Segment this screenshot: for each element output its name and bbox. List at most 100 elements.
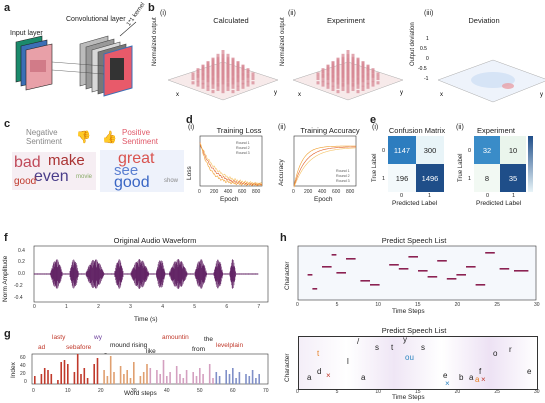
e1-ytick-1: 1 <box>382 176 386 182</box>
speech-xticks-2: 0 5 10 15 20 25 30 <box>296 389 540 395</box>
speech-xtick: 25 <box>494 302 500 308</box>
panel-d-sub1: (i) <box>188 124 195 131</box>
char-14: b <box>459 373 464 382</box>
speech-segment <box>437 260 447 262</box>
panel-b-sub3: (iii) <box>424 10 434 17</box>
index-bar <box>80 374 82 384</box>
negative-label: Negative Sentiment <box>26 128 63 146</box>
surface-bar <box>226 70 230 87</box>
pos-word-good: good <box>114 174 150 191</box>
index-bar <box>133 362 135 384</box>
surface-bar <box>211 90 215 94</box>
speech-segment <box>485 252 495 254</box>
accuracy-curve <box>293 146 356 187</box>
index-bar <box>129 378 132 384</box>
surface-bar <box>316 75 320 80</box>
panel-d-title1: Training Loss <box>216 126 262 135</box>
d1-ylabel: Loss <box>186 166 193 180</box>
speech-plot-2: a t d × l a / s t y ou s e × b a f a × o… <box>298 336 538 390</box>
speech-title-1: Predict Speech List <box>381 236 447 245</box>
speech-xtick: 5 <box>336 302 339 308</box>
accuracy-curve <box>293 147 356 188</box>
speech-xtick: 0 <box>296 389 299 395</box>
conv-layer-stack <box>51 21 137 97</box>
speech-xtick: 25 <box>494 389 500 395</box>
surface-bar <box>236 65 240 83</box>
index-bar <box>248 376 251 384</box>
surface-calculated <box>167 50 279 101</box>
surface-bar <box>371 69 375 78</box>
cm1-cell-11: 1496 <box>416 164 444 192</box>
cm1-cell-10: 196 <box>388 164 416 192</box>
surface-bar <box>201 73 205 85</box>
index-bar <box>76 354 79 384</box>
input-layer-label: Input layer <box>10 30 43 37</box>
surface-bar <box>196 73 200 83</box>
svg-text:800: 800 <box>252 189 261 195</box>
speech-ylabel-2: Character <box>284 353 291 382</box>
surface-bar <box>351 82 355 91</box>
index-xtick: 0 <box>32 388 35 394</box>
speech-xtick: 15 <box>415 302 421 308</box>
char-21: e <box>527 367 532 376</box>
b2-y: y <box>400 90 403 96</box>
speech-xlabel-2: Time Steps <box>392 394 425 401</box>
speech-xtick: 20 <box>455 389 461 395</box>
speech-xtick: 5 <box>336 389 339 395</box>
positive-label: Positive Sentiment <box>122 128 159 146</box>
d2-xlabel: Epoch <box>314 196 333 203</box>
index-bar <box>126 370 128 384</box>
word-10: levelplain <box>216 342 244 349</box>
surface-bar <box>221 88 225 94</box>
char-2: d <box>317 367 322 376</box>
e1-ylabel: True Label <box>372 153 378 182</box>
index-bar <box>109 356 112 384</box>
index-bar <box>83 368 86 384</box>
panel-d-title2: Training Accuracy <box>300 126 360 135</box>
index-bar <box>113 372 115 384</box>
panel-e-sub1: (i) <box>372 124 379 131</box>
panel-b-plots: x y x y x y 1 0.5 0 -0.5 -1 <box>167 36 545 103</box>
surface-bar <box>336 66 340 85</box>
svg-text:-0.4: -0.4 <box>14 295 23 301</box>
speech-segment <box>360 280 370 282</box>
speech-xtick: 30 <box>534 389 540 395</box>
surface-bar <box>371 81 375 87</box>
surface-bar <box>221 75 225 89</box>
char-1: t <box>317 349 320 358</box>
surface-bar <box>366 82 370 89</box>
speech-segment <box>456 274 466 276</box>
waveform-title: Original Audio Waveform <box>113 236 197 245</box>
e1-xtick-0: 0 <box>400 193 404 199</box>
surface-bar <box>236 85 240 91</box>
surface-bar <box>336 90 340 94</box>
index-bar <box>103 370 105 384</box>
surface-bar <box>211 77 215 89</box>
surface-bar <box>206 85 210 91</box>
svg-text:Round 1: Round 1 <box>236 141 250 145</box>
waveform-xtick: 6 <box>225 304 228 310</box>
svg-text:Round 1: Round 1 <box>336 169 350 173</box>
surface-bar <box>196 69 200 78</box>
z-tick-4: -0.5 <box>418 66 427 72</box>
b1-y: y <box>274 90 277 96</box>
index-bar <box>57 380 59 384</box>
waveform-xtick: 5 <box>193 304 196 310</box>
char-13: × <box>445 379 450 388</box>
index-bar <box>175 366 178 384</box>
index-bar <box>245 374 247 384</box>
surface-bar <box>316 72 320 76</box>
panel-label-d: d <box>186 114 193 126</box>
index-bar <box>146 364 148 384</box>
b3-zlabel: Output deviation <box>410 22 416 66</box>
speech-segment <box>427 276 438 278</box>
index-bar <box>119 366 122 384</box>
waveform-xtick: 7 <box>257 304 260 310</box>
panel-label-g: g <box>4 328 11 340</box>
svg-text:0: 0 <box>292 189 295 195</box>
index-bar <box>67 364 69 384</box>
surface-bar <box>361 65 365 83</box>
surface-bar <box>321 69 325 78</box>
surface-bar <box>371 73 375 83</box>
index-bar <box>43 368 46 384</box>
